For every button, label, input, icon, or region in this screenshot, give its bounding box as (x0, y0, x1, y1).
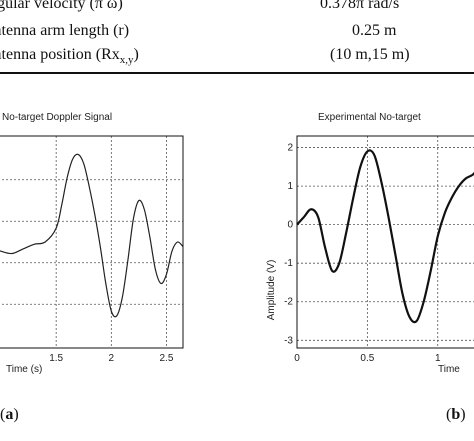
figure-b-panel-label: (b) (446, 406, 466, 423)
table-row: Antenna arm length (r) 0.25 m (0, 20, 474, 42)
figure-b-plot: Experimental No-target 0 0.5 1 2 1 0 -1 -2 -3 Ti… (266, 112, 474, 375)
table-param: Antenna arm length (r) (0, 22, 130, 39)
y-tick-label: -2 (284, 297, 293, 308)
figure-a-xlabel: Time (s) (6, 364, 42, 375)
figure-b-series-line (296, 149, 474, 324)
figA-plot-frame (0, 135, 184, 349)
y-tick-label: 0 (287, 220, 293, 231)
figure-b-title: Experimental No-target (318, 112, 421, 123)
figure-a-plot: No-target Doppler Signal 1.5 2 2.5 Time (s… (0, 112, 184, 375)
x-tick-label: 2 (109, 353, 115, 364)
x-tick-label: 1.5 (49, 353, 63, 364)
table-value: (10 m,15 m) (330, 46, 410, 63)
table-row: angular velocity (π ω) 0.378π rad/s (0, 0, 474, 22)
figure-b-xlabel: Time (438, 364, 460, 375)
figure-a-title: No-target Doppler Signal (2, 112, 112, 123)
figure-b-ylabel: Amplitude (V) (266, 260, 277, 321)
x-tick-label: 0.5 (360, 353, 374, 364)
y-tick-label: 2 (287, 143, 293, 154)
y-tick-label: 1 (287, 181, 293, 192)
x-tick-label: 2.5 (160, 353, 174, 364)
table-bottom-rule (0, 72, 474, 74)
x-tick-label: 1 (435, 353, 441, 364)
table-row: Antenna position (Rxx,y) (10 m,15 m) (0, 44, 474, 66)
table-param: Antenna position (Rxx,y) (0, 46, 139, 67)
x-tick-label: 0 (294, 353, 300, 364)
y-tick-label: -3 (284, 335, 293, 346)
figure-a-panel-label: (a) (0, 406, 19, 423)
figB-plot-frame (296, 135, 474, 349)
table-value: 0.25 m (352, 22, 397, 39)
table-value: 0.378π rad/s (320, 0, 400, 12)
y-tick-label: -1 (284, 258, 293, 269)
table-param: angular velocity (π ω) (0, 0, 123, 12)
figure-a-series-line (0, 153, 184, 318)
